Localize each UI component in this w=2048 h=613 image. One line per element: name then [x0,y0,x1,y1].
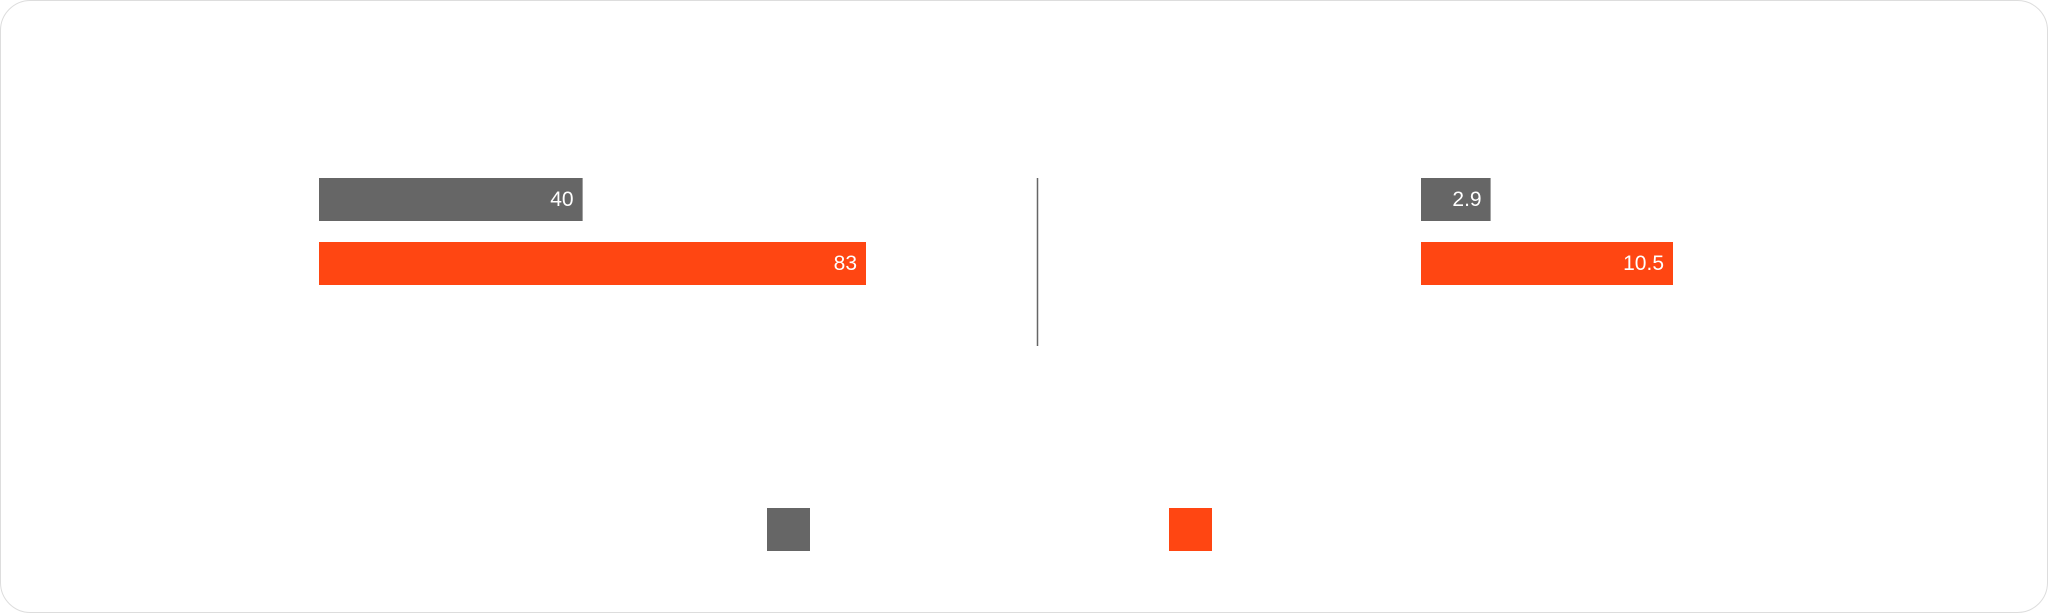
legend-swatch [1169,508,1212,551]
value-label: 2.9 [1452,188,1481,211]
bar [1421,178,1491,221]
legend-swatch [767,508,810,551]
bar [319,242,866,285]
value-label: 83 [834,252,857,275]
bar [319,178,583,221]
value-label: 10.5 [1623,252,1664,275]
bar [1421,242,1673,285]
value-label: 40 [550,188,573,211]
